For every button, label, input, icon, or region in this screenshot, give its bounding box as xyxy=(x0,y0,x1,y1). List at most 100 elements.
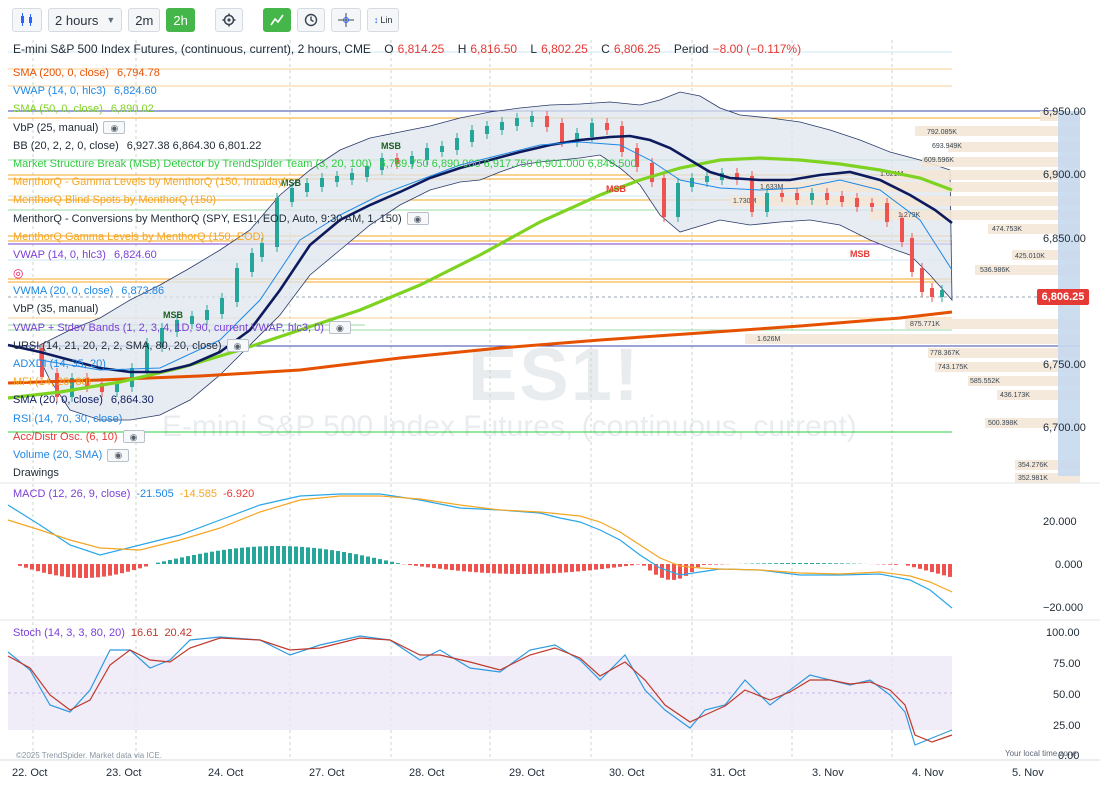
macd-legend[interactable]: MACD (12, 26, 9, close) -21.505 -14.585 … xyxy=(13,488,254,500)
indicator-legend-item[interactable]: Volume (20, SMA) ◉ xyxy=(13,446,637,464)
indicator-legend-item[interactable]: VWMA (20, 0, close) 6,873.86 xyxy=(13,282,637,300)
indicator-legend-item[interactable]: MenthorQ Gamma Levels by MenthorQ (150, … xyxy=(13,228,637,246)
indicator-name: MFI (14, 20, 80) xyxy=(13,376,92,389)
scale-mode-button[interactable]: ↕ Lin xyxy=(366,8,400,32)
candle xyxy=(335,176,339,182)
gear-icon[interactable] xyxy=(214,8,243,32)
draw-icon[interactable] xyxy=(262,8,291,32)
indicator-legend-item[interactable]: SMA (20, 0, close) 6,864.30 xyxy=(13,391,637,409)
time-tick: 4. Nov xyxy=(912,767,944,779)
candle xyxy=(55,373,59,397)
time-tick: 24. Oct xyxy=(208,767,243,779)
macd-histogram-bar xyxy=(756,563,760,564)
macd-histogram-bar xyxy=(930,564,934,573)
candle xyxy=(920,268,924,292)
indicator-legend-item[interactable]: VWAP (14, 0, hlc3) 6,824.60 xyxy=(13,246,637,264)
vp-label: 425.010K xyxy=(1015,253,1045,260)
eye-icon[interactable]: ◉ xyxy=(328,321,351,335)
eye-icon[interactable]: ◉ xyxy=(406,212,429,226)
msb-label: MSB xyxy=(850,249,871,259)
macd-histogram-bar xyxy=(444,564,448,570)
time-axis[interactable]: 22. Oct 23. Oct 24. Oct 27. Oct 28. Oct … xyxy=(12,767,1044,779)
indicator-legend-item[interactable]: ◎ xyxy=(13,264,637,282)
eye-icon[interactable]: ◉ xyxy=(122,430,145,444)
indicator-name: VbP (35, manual) xyxy=(13,303,99,316)
vp-label: 792.085K xyxy=(927,129,957,136)
indicator-legend-item[interactable]: URSI (14, 21, 20, 2, 2, SMA, 80, 20, clo… xyxy=(13,337,637,355)
eye-icon[interactable]: ◉ xyxy=(226,339,249,353)
macd-histogram-bar xyxy=(372,557,376,564)
indicator-legend-item[interactable]: SMA (50, 0, close) 6,890.02 xyxy=(13,100,637,118)
indicator-name: SMA (50, 0, close) xyxy=(13,103,103,116)
macd-histogram-bar xyxy=(654,564,658,575)
indicator-legend-item[interactable]: MFI (14, 20, 80) xyxy=(13,373,637,391)
symbol-watermark: ES1! xyxy=(468,333,641,416)
volume-profile xyxy=(730,111,1080,483)
quick-interval-2h[interactable]: 2h xyxy=(166,8,195,32)
price-axis[interactable]: 6,950.00 6,900.00 6,850.00 6,750.00 6,70… xyxy=(1043,106,1086,434)
indicator-legend-item[interactable]: Acc/Distr Osc. (6, 10) ◉ xyxy=(13,428,637,446)
target-icon[interactable]: ◎ xyxy=(13,266,24,281)
indicator-legend-item[interactable]: Market Structure Break (MSB) Detector by… xyxy=(13,155,637,173)
macd-histogram-bar xyxy=(522,564,526,574)
stoch-legend[interactable]: Stoch (14, 3, 3, 80, 20) 16.61 20.42 xyxy=(13,627,192,639)
macd-histogram-bar xyxy=(144,564,148,567)
indicator-legend-item[interactable]: MenthorQ - Conversions by MenthorQ (SPY,… xyxy=(13,210,637,228)
indicator-legend-item[interactable]: VWAP (14, 0, hlc3) 6,824.60 xyxy=(13,82,637,100)
macd-histogram-bar xyxy=(396,563,400,564)
indicator-legend-item[interactable]: MenthorQ - Gamma Levels by MenthorQ (150… xyxy=(13,173,637,191)
indicator-name: URSI (14, 21, 20, 2, 2, SMA, 80, 20, clo… xyxy=(13,339,222,352)
candle xyxy=(190,316,194,324)
indicator-value: 6,864.30 xyxy=(110,394,154,407)
chart-header: E-mini S&P 500 Index Futures, (continuou… xyxy=(13,42,801,56)
indicator-name: VWAP (14, 0, hlc3) xyxy=(13,85,106,98)
indicator-legend-item[interactable]: VWAP + Stdev Bands (1, 2, 3, 4, 1D, 90, … xyxy=(13,319,637,337)
indicator-legend-item[interactable]: VbP (25, manual) ◉ xyxy=(13,119,637,137)
clock-icon[interactable] xyxy=(296,8,325,32)
macd-histogram-bar xyxy=(294,546,298,564)
macd-histogram-bar xyxy=(174,558,178,564)
indicator-legend-item[interactable]: BB (20, 2, 2, 0, close) 6,927.38 6,864.30… xyxy=(13,137,637,155)
indicator-legend-item[interactable]: ADXDI (14, 35, 20) xyxy=(13,355,637,373)
indicator-legend-item[interactable]: SMA (200, 0, close) 6,794.78 xyxy=(13,64,637,82)
macd-histogram-bar xyxy=(834,563,838,564)
candle xyxy=(676,183,680,217)
macd-histogram-bar xyxy=(624,564,628,567)
indicator-name: MenthorQ Gamma Levels by MenthorQ (150, … xyxy=(13,230,265,243)
vp-label: 500.398K xyxy=(988,420,1018,427)
candle xyxy=(530,116,534,122)
main-pane: 792.085K 693.949K 609.596K 1.621M 1.633M… xyxy=(7,40,1086,760)
macd-histogram-bar xyxy=(360,555,364,564)
macd-histogram-bar xyxy=(54,564,58,576)
interval-select[interactable]: 2 hours ▼ xyxy=(48,8,123,32)
macd-histogram-bar xyxy=(648,564,652,571)
macd-histogram-bar xyxy=(48,564,52,575)
eye-icon[interactable]: ◉ xyxy=(107,448,130,462)
indicator-name: SMA (20, 0, close) xyxy=(13,394,103,407)
timezone-label[interactable]: Your local time zone xyxy=(1005,749,1077,758)
crosshair-icon[interactable] xyxy=(330,8,361,32)
eye-icon[interactable]: ◉ xyxy=(103,121,126,135)
indicator-legend-item[interactable]: Drawings xyxy=(13,464,637,482)
candle xyxy=(930,288,934,297)
indicator-legend-item[interactable]: MenthorQ Blind Spots by MenthorQ (150) xyxy=(13,191,637,209)
vp-label: 536.986K xyxy=(980,267,1010,274)
macd-histogram-bar xyxy=(564,564,568,573)
candle xyxy=(620,126,624,152)
candle xyxy=(470,130,474,142)
candle xyxy=(500,122,504,130)
stoch-tick: 0.00 xyxy=(1058,750,1079,762)
candle xyxy=(40,348,44,377)
price-tick: 6,950.00 xyxy=(1043,106,1086,118)
indicator-legend-item[interactable]: RSI (14, 70, 30, close) xyxy=(13,410,637,428)
candle xyxy=(70,378,74,397)
macd-tick: 0.000 xyxy=(1055,559,1083,571)
quick-interval-2m[interactable]: 2m xyxy=(128,8,161,32)
chart-canvas[interactable]: 792.085K 693.949K 609.596K 1.621M 1.633M… xyxy=(0,40,1100,789)
indicator-legend-item[interactable]: VbP (35, manual) xyxy=(13,300,637,318)
macd-histogram-bar xyxy=(762,563,766,564)
macd-histogram-bar xyxy=(156,562,160,564)
candle xyxy=(115,383,119,392)
macd-histogram-bar xyxy=(552,564,556,574)
candles-icon[interactable] xyxy=(12,8,42,32)
